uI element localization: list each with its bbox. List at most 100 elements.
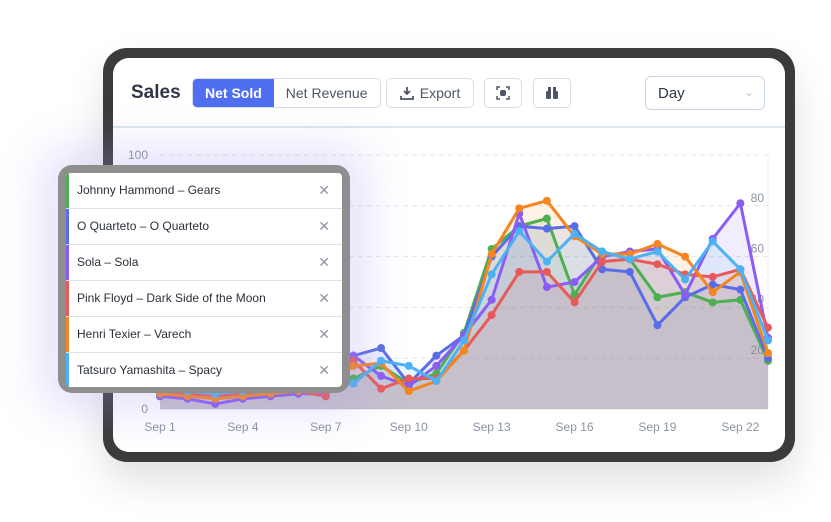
legend-item-label: Pink Floyd – Dark Side of the Moon xyxy=(77,291,266,305)
series-color-swatch xyxy=(66,245,69,280)
legend-item-label: Tatsuro Yamashita – Spacy xyxy=(77,363,222,377)
series-area xyxy=(160,218,768,409)
data-point xyxy=(349,379,358,388)
data-point xyxy=(487,270,496,279)
data-point xyxy=(542,196,551,205)
series-color-swatch xyxy=(66,209,69,244)
export-label: Export xyxy=(419,85,461,101)
y-tick-label: 80 xyxy=(751,191,765,205)
data-point xyxy=(432,377,441,386)
y-tick-label: 0 xyxy=(141,402,148,416)
data-point xyxy=(515,227,524,236)
data-point xyxy=(404,361,413,370)
data-point xyxy=(653,321,662,330)
data-point xyxy=(708,280,717,289)
y-tick-label: 100 xyxy=(128,148,148,162)
data-point xyxy=(708,298,717,307)
remove-series-icon[interactable]: ✕ xyxy=(318,182,330,198)
data-point xyxy=(432,351,441,360)
legend-item[interactable]: Sola – Sola ✕ xyxy=(66,245,342,281)
data-point xyxy=(377,384,386,393)
data-point xyxy=(653,293,662,302)
data-point xyxy=(598,247,607,256)
series-legend: Johnny Hammond – Gears ✕ O Quarteto – O Qu… xyxy=(66,173,342,387)
data-point xyxy=(487,311,496,320)
data-point xyxy=(404,387,413,396)
legend-item[interactable]: Henri Texier – Varech ✕ xyxy=(66,317,342,353)
data-point xyxy=(764,323,772,332)
data-point xyxy=(542,214,551,223)
data-point xyxy=(736,285,745,294)
remove-series-icon[interactable]: ✕ xyxy=(318,254,330,270)
data-point xyxy=(708,237,717,246)
remove-series-icon[interactable]: ✕ xyxy=(318,326,330,342)
series-area xyxy=(160,200,768,409)
data-point xyxy=(460,336,468,345)
chevron-down-icon: ⌄ xyxy=(743,85,754,99)
x-tick-label: Sep 19 xyxy=(638,420,676,434)
export-button[interactable]: Export xyxy=(386,78,474,108)
data-point xyxy=(432,361,441,370)
data-point xyxy=(515,204,524,213)
series-legend-panel: Johnny Hammond – Gears ✕ O Quarteto – O Qu… xyxy=(58,165,350,393)
data-point xyxy=(349,361,358,370)
x-tick-label: Sep 1 xyxy=(144,420,176,434)
data-point xyxy=(321,392,330,401)
series-area xyxy=(160,231,768,409)
data-point xyxy=(708,288,717,297)
series-color-swatch xyxy=(66,353,69,387)
legend-item[interactable]: Tatsuro Yamashita – Spacy ✕ xyxy=(66,353,342,387)
metric-toggle: Net Sold Net Revenue xyxy=(192,78,381,108)
legend-item-label: Johnny Hammond – Gears xyxy=(77,183,221,197)
binoculars-icon xyxy=(546,87,558,99)
period-select[interactable]: Day ⌄ xyxy=(645,76,765,110)
legend-item-label: Henri Texier – Varech xyxy=(77,327,192,341)
data-point xyxy=(598,257,607,266)
data-point xyxy=(542,257,551,266)
data-point xyxy=(653,260,662,269)
data-point xyxy=(736,199,745,208)
legend-item[interactable]: Pink Floyd – Dark Side of the Moon ✕ xyxy=(66,281,342,317)
data-point xyxy=(625,255,634,264)
data-point xyxy=(764,336,772,345)
data-point xyxy=(487,295,496,304)
legend-item[interactable]: Johnny Hammond – Gears ✕ xyxy=(66,173,342,209)
remove-series-icon[interactable]: ✕ xyxy=(318,218,330,234)
data-point xyxy=(570,222,579,231)
tab-net-sold[interactable]: Net Sold xyxy=(193,79,274,107)
x-tick-label: Sep 4 xyxy=(227,420,259,434)
series-color-swatch xyxy=(66,281,69,316)
series-area xyxy=(160,259,768,409)
download-icon xyxy=(399,87,414,100)
data-point xyxy=(570,229,579,238)
data-point xyxy=(681,290,690,299)
legend-item-label: O Quarteto – O Quarteto xyxy=(77,219,210,233)
x-tick-label: Sep 13 xyxy=(473,420,511,434)
data-point xyxy=(681,252,690,261)
page-title: Sales xyxy=(131,82,181,103)
data-point xyxy=(598,265,607,274)
remove-series-icon[interactable]: ✕ xyxy=(318,290,330,306)
data-point xyxy=(570,290,579,299)
data-point xyxy=(653,247,662,256)
data-point xyxy=(404,374,413,383)
remove-series-icon[interactable]: ✕ xyxy=(318,362,330,378)
x-tick-label: Sep 10 xyxy=(390,420,428,434)
data-point xyxy=(736,265,745,274)
x-tick-label: Sep 7 xyxy=(310,420,342,434)
tab-net-revenue[interactable]: Net Revenue xyxy=(285,85,368,101)
data-point xyxy=(708,272,717,281)
screenshot-button[interactable] xyxy=(484,78,522,108)
data-point xyxy=(377,344,386,353)
binoculars-button[interactable] xyxy=(533,78,571,108)
x-tick-label: Sep 22 xyxy=(721,420,759,434)
data-point xyxy=(377,371,386,380)
y-tick-label: 60 xyxy=(751,242,765,256)
legend-item-label: Sola – Sola xyxy=(77,255,139,269)
data-point xyxy=(515,267,524,276)
data-point xyxy=(460,346,468,355)
data-point xyxy=(681,275,690,284)
card-header: Sales Net Sold Net Revenue Export Day ⌄ xyxy=(113,58,785,128)
legend-item[interactable]: O Quarteto – O Quarteto ✕ xyxy=(66,209,342,245)
series-color-swatch xyxy=(66,317,69,352)
